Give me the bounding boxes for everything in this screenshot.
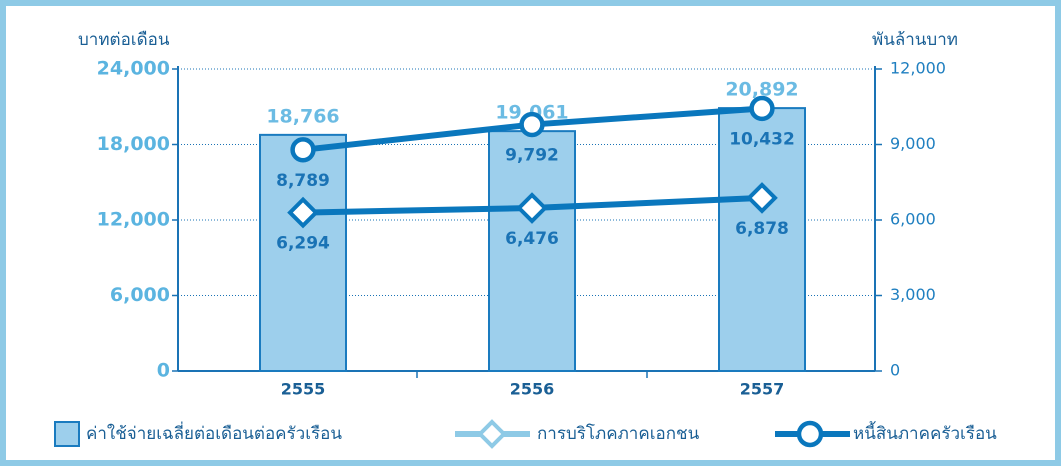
legend-label: หนี้สินภาคครัวเรือน xyxy=(853,421,997,444)
y2-tick-label: 3,000 xyxy=(890,285,936,304)
line-marker xyxy=(746,182,778,214)
legend-swatch xyxy=(54,421,80,447)
line-value-label: 10,432 xyxy=(729,129,795,149)
line-value-label: 6,878 xyxy=(735,219,789,239)
legend-marker xyxy=(796,420,824,448)
line-value-label: 9,792 xyxy=(505,146,559,166)
bar-value-label: 20,892 xyxy=(725,79,798,101)
line-value-label: 6,294 xyxy=(276,234,330,254)
x-tick-label: 2556 xyxy=(510,380,555,399)
x-tick-label: 2555 xyxy=(281,380,326,399)
y2-tick-label: 6,000 xyxy=(890,210,936,229)
y2-tick-label: 9,000 xyxy=(890,134,936,153)
line-marker xyxy=(749,95,775,122)
y-tick-label: 0 xyxy=(157,360,170,382)
x-tick-label: 2557 xyxy=(740,380,785,399)
y2-tick-label: 12,000 xyxy=(890,59,946,78)
y-tick-label: 6,000 xyxy=(110,284,170,306)
line-value-label: 8,789 xyxy=(276,171,330,191)
line-marker xyxy=(287,196,319,229)
line-marker xyxy=(290,137,316,163)
legend-marker xyxy=(477,419,507,449)
line-value-label: 6,476 xyxy=(505,229,559,249)
y-tick-label: 24,000 xyxy=(97,58,170,80)
bar xyxy=(488,130,576,372)
y-tick-label: 18,000 xyxy=(97,133,170,155)
y-axis-label: บาทต่อเดือน xyxy=(78,30,170,50)
y2-axis-label: พันล้านบาท xyxy=(872,30,958,50)
y2-tick-label: 0 xyxy=(890,361,900,380)
line-marker xyxy=(519,111,545,138)
legend-label: ค่าใช้จ่ายเฉลี่ยต่อเดือนต่อครัวเรือน xyxy=(86,421,342,444)
y-tick-label: 12,000 xyxy=(97,209,170,231)
bar-value-label: 18,766 xyxy=(266,105,339,127)
bar xyxy=(259,133,347,372)
legend-label: การบริโภคภาคเอกชน xyxy=(537,423,700,444)
line-marker xyxy=(516,192,548,224)
